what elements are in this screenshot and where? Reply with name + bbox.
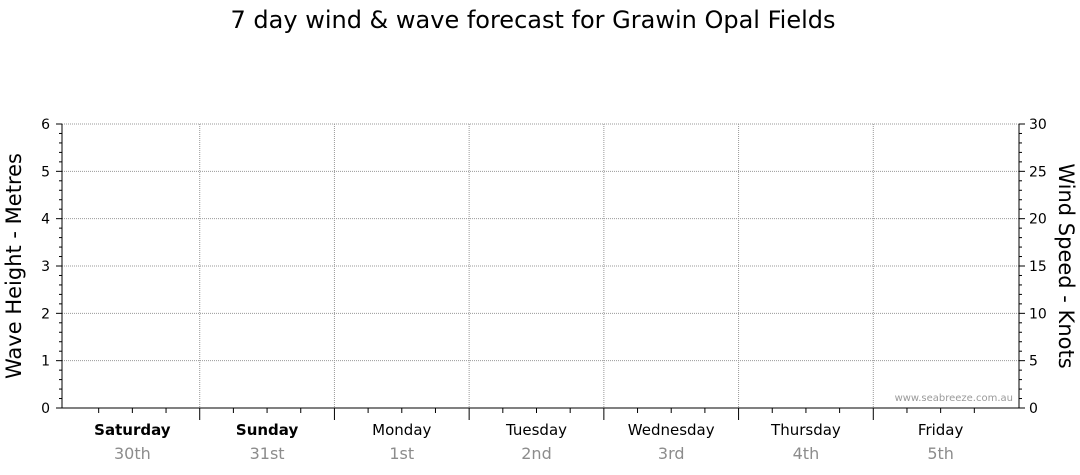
left-axis-ticks: 0 1 2 3 4 5 6 (41, 117, 62, 417)
left-tick-label: 5 (41, 164, 50, 180)
day-name-label: Monday (372, 421, 431, 439)
left-tick-label: 0 (41, 401, 50, 417)
day-name-label: Sunday (236, 421, 299, 439)
right-axis-ticks: 0 5 10 15 20 25 30 (1019, 117, 1047, 417)
day-name-label: Wednesday (628, 421, 715, 439)
day-date-label: 31st (250, 444, 285, 463)
horizontal-gridlines (62, 123, 1019, 362)
right-tick-label: 10 (1029, 306, 1047, 322)
watermark: www.seabreeze.com.au (895, 393, 1013, 404)
day-name-label: Thursday (770, 421, 841, 439)
day-date-label: 3rd (658, 444, 685, 463)
day-name-label: Friday (918, 421, 964, 439)
right-tick-label: 30 (1029, 117, 1047, 133)
left-tick-label: 2 (41, 306, 50, 322)
right-tick-label: 0 (1029, 401, 1038, 417)
chart-title: 7 day wind & wave forecast for Grawin Op… (231, 6, 836, 34)
left-tick-label: 6 (41, 117, 50, 133)
right-tick-label: 25 (1029, 164, 1047, 180)
day-date-label: 30th (114, 444, 151, 463)
right-tick-label: 15 (1029, 259, 1047, 275)
vertical-gridlines (199, 124, 874, 408)
left-axis-title: Wave Height - Metres (2, 153, 26, 379)
right-tick-label: 20 (1029, 212, 1047, 228)
day-name-label: Saturday (94, 421, 171, 439)
day-date-label: 2nd (521, 444, 551, 463)
day-date-label: 5th (927, 444, 954, 463)
day-date-label: 1st (389, 444, 414, 463)
left-tick-label: 3 (41, 259, 50, 275)
right-tick-label: 5 (1029, 354, 1038, 370)
right-axis-title: Wind Speed - Knots (1054, 163, 1078, 368)
plot-area: 0 1 2 3 4 5 6 0 5 10 15 20 25 30 www.seabreeze.com.a… (41, 117, 1047, 420)
left-tick-label: 1 (41, 354, 50, 370)
x-axis-ticks (98, 408, 975, 420)
x-axis-day-labels: Saturday 30th Sunday 31st Monday 1st Tuesday 2n… (94, 421, 963, 463)
day-date-label: 4th (793, 444, 820, 463)
day-name-label: Tuesday (505, 421, 567, 439)
left-tick-label: 4 (41, 212, 50, 228)
